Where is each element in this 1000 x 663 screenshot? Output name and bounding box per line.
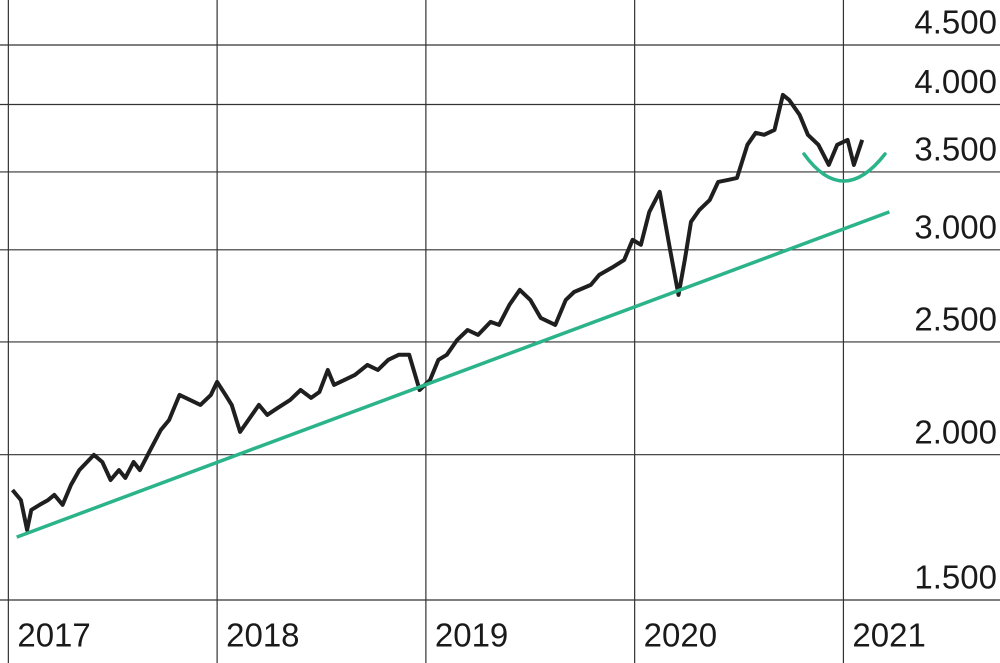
x-tick-label: 2019 — [435, 617, 508, 654]
annotation-arc — [802, 152, 887, 183]
series-line — [16, 210, 891, 539]
series-line — [10, 92, 865, 532]
y-tick-label: 3.500 — [914, 131, 997, 168]
y-tick-label: 2.000 — [914, 413, 997, 450]
y-tick-label: 4.000 — [914, 63, 997, 100]
x-tick-label: 2021 — [852, 617, 925, 654]
y-tick-label: 3.000 — [914, 209, 997, 246]
x-tick-label: 2020 — [644, 617, 717, 654]
x-tick-label: 2018 — [226, 617, 299, 654]
x-tick-label: 2017 — [17, 617, 90, 654]
y-tick-label: 4.500 — [914, 4, 997, 41]
y-tick-label: 2.500 — [914, 301, 997, 338]
y-tick-label: 1.500 — [914, 559, 997, 596]
